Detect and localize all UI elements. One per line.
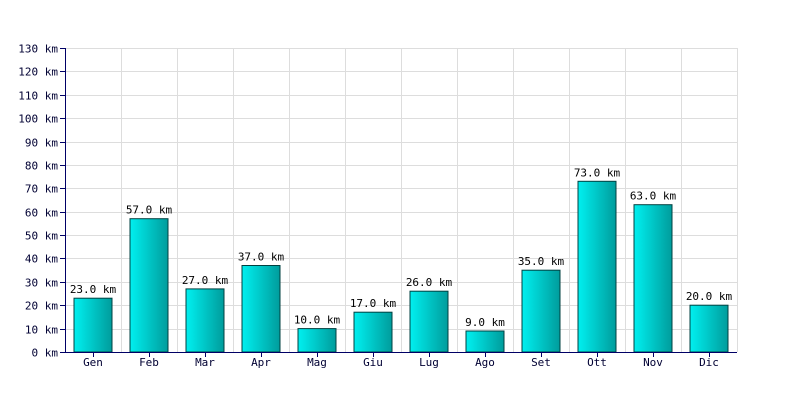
bar-dic: [689, 304, 729, 353]
x-category-label: Dic: [699, 356, 719, 369]
x-category-label: Mar: [195, 356, 215, 369]
bar-nov: [633, 204, 673, 353]
bar-mag: [297, 328, 337, 353]
x-category-label: Ago: [475, 356, 495, 369]
data-label: 63.0 km: [630, 190, 677, 203]
data-label: 73.0 km: [574, 166, 621, 179]
bar-giu: [353, 311, 393, 353]
bar-ott: [577, 180, 617, 353]
data-label: 27.0 km: [182, 274, 229, 287]
x-category-label: Nov: [643, 356, 663, 369]
x-category-label: Apr: [251, 356, 271, 369]
x-category-label: Giu: [363, 356, 383, 369]
x-category-label: Mag: [307, 356, 327, 369]
data-label: 20.0 km: [686, 290, 733, 303]
y-tick-label: 30 km: [25, 277, 58, 290]
data-label: 37.0 km: [238, 251, 285, 264]
bar-lug: [409, 290, 449, 353]
bar-mar: [185, 288, 225, 353]
data-label: 10.0 km: [294, 314, 341, 327]
y-tick-label: 10 km: [25, 324, 58, 337]
x-category-label: Set: [531, 356, 551, 369]
x-category-label: Gen: [83, 356, 103, 369]
x-category-label: Ott: [587, 356, 607, 369]
y-tick-label: 0 km: [32, 347, 59, 360]
data-label: 23.0 km: [70, 283, 117, 296]
y-tick-label: 120 km: [18, 66, 58, 79]
bar-ago: [465, 330, 505, 353]
grid-lines: [65, 48, 738, 353]
y-tick-label: 130 km: [18, 43, 58, 56]
y-tick-label: 70 km: [25, 183, 58, 196]
bar-apr: [241, 265, 281, 353]
labels: 0 km 10 km 20 km 30 km 40 km 50 km 60 km 70 km 8…: [18, 43, 732, 370]
y-tick-label: 40 km: [25, 253, 58, 266]
y-tick-label: 110 km: [18, 90, 58, 103]
data-label: 9.0 km: [465, 316, 505, 329]
axes: [60, 48, 737, 357]
bars: [73, 180, 729, 353]
bar-gen: [73, 297, 113, 353]
bar-set: [521, 269, 561, 353]
y-tick-label: 100 km: [18, 113, 58, 126]
x-category-label: Feb: [139, 356, 159, 369]
x-category-label: Lug: [419, 356, 439, 369]
y-tick-label: 50 km: [25, 230, 58, 243]
data-label: 17.0 km: [350, 297, 397, 310]
bar-feb: [129, 218, 169, 353]
data-label: 26.0 km: [406, 276, 453, 289]
y-tick-label: 90 km: [25, 137, 58, 150]
y-tick-label: 20 km: [25, 300, 58, 313]
data-label: 57.0 km: [126, 204, 173, 217]
y-tick-label: 80 km: [25, 160, 58, 173]
data-label: 35.0 km: [518, 255, 565, 268]
y-tick-label: 60 km: [25, 207, 58, 220]
